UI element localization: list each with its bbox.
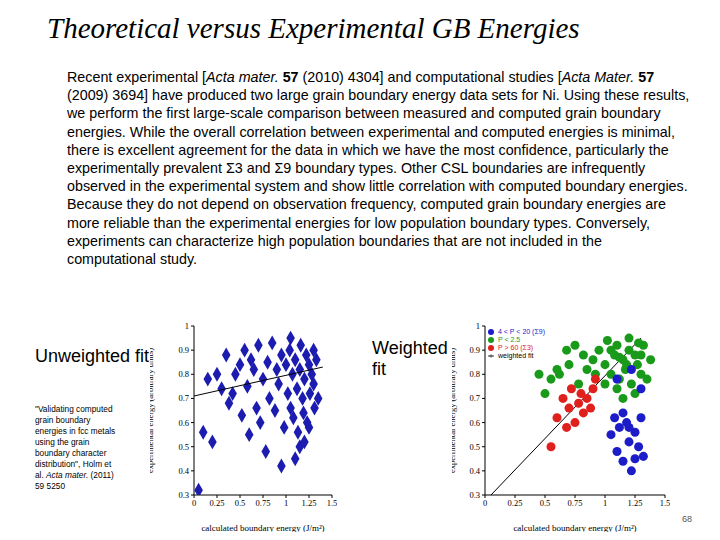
html-text:P < 2.5: P < 2.5 <box>498 336 521 343</box>
svg-text:1.5: 1.5 <box>660 498 670 508</box>
html-text:Weighted fit: Weighted fit <box>372 338 448 379</box>
svg-text:experimental energy (arbitrary: experimental energy (arbitrary units) <box>452 348 457 473</box>
svg-text:0.5: 0.5 <box>178 442 189 452</box>
svg-text:0.5: 0.5 <box>235 498 246 508</box>
svg-text:0.5: 0.5 <box>469 442 480 452</box>
svg-text:0.6: 0.6 <box>178 418 189 428</box>
svg-text:0: 0 <box>192 498 196 508</box>
svg-text:1: 1 <box>284 498 288 508</box>
svg-text:0.8: 0.8 <box>469 369 480 379</box>
svg-text:0.9: 0.9 <box>178 345 189 355</box>
svg-text:1.25: 1.25 <box>628 498 643 508</box>
html-text:"Validating computed grain bou: "Validating computed grain boundary ener… <box>35 404 116 491</box>
svg-text:1.5: 1.5 <box>327 498 337 508</box>
svg-text:0.7: 0.7 <box>178 393 189 403</box>
html-text:P > 60 (Σ3): P > 60 (Σ3) <box>498 344 534 351</box>
svg-text:0.75: 0.75 <box>256 498 271 508</box>
svg-text:0.75: 0.75 <box>568 498 583 508</box>
html-text:Recent experimental [Acta mate: Recent experimental [Acta mater. 57 (201… <box>67 69 655 85</box>
html-text:68: 68 <box>682 514 692 524</box>
svg-text:0.3: 0.3 <box>178 490 189 500</box>
svg-text:calculated boundary energy (J/: calculated boundary energy (J/m²) <box>201 523 324 532</box>
svg-text:0.4: 0.4 <box>469 466 480 476</box>
svg-text:0.6: 0.6 <box>469 418 480 428</box>
svg-text:1: 1 <box>603 498 607 508</box>
html-text:Unweighted fit: Unweighted fit <box>35 346 150 366</box>
svg-text:1: 1 <box>476 321 480 331</box>
html-text:weighted fit: weighted fit <box>498 352 534 359</box>
svg-text:1.25: 1.25 <box>302 498 317 508</box>
svg-text:0.5: 0.5 <box>540 498 551 508</box>
svg-text:experimental energy (arbitrary: experimental energy (arbitrary units) <box>150 348 155 473</box>
svg-text:0.7: 0.7 <box>469 393 480 403</box>
html-text:Theoretical versus Experimenta: Theoretical versus Experimental GB Energ… <box>47 12 580 44</box>
svg-text:0.4: 0.4 <box>178 466 189 476</box>
svg-text:0.3: 0.3 <box>469 490 480 500</box>
svg-text:0.8: 0.8 <box>178 369 189 379</box>
svg-text:0.25: 0.25 <box>508 498 523 508</box>
html-text:4 < P < 20 (Σ9): 4 < P < 20 (Σ9) <box>498 328 545 335</box>
svg-text:calculated boundary energy (J/: calculated boundary energy (J/m²) <box>513 523 636 532</box>
svg-text:1: 1 <box>185 321 189 331</box>
svg-text:0.25: 0.25 <box>210 498 225 508</box>
svg-text:0: 0 <box>483 498 487 508</box>
html-text:(2009) 3694] have produced two: (2009) 3694] have produced two large gra… <box>67 87 690 267</box>
svg-text:0.9: 0.9 <box>469 345 480 355</box>
